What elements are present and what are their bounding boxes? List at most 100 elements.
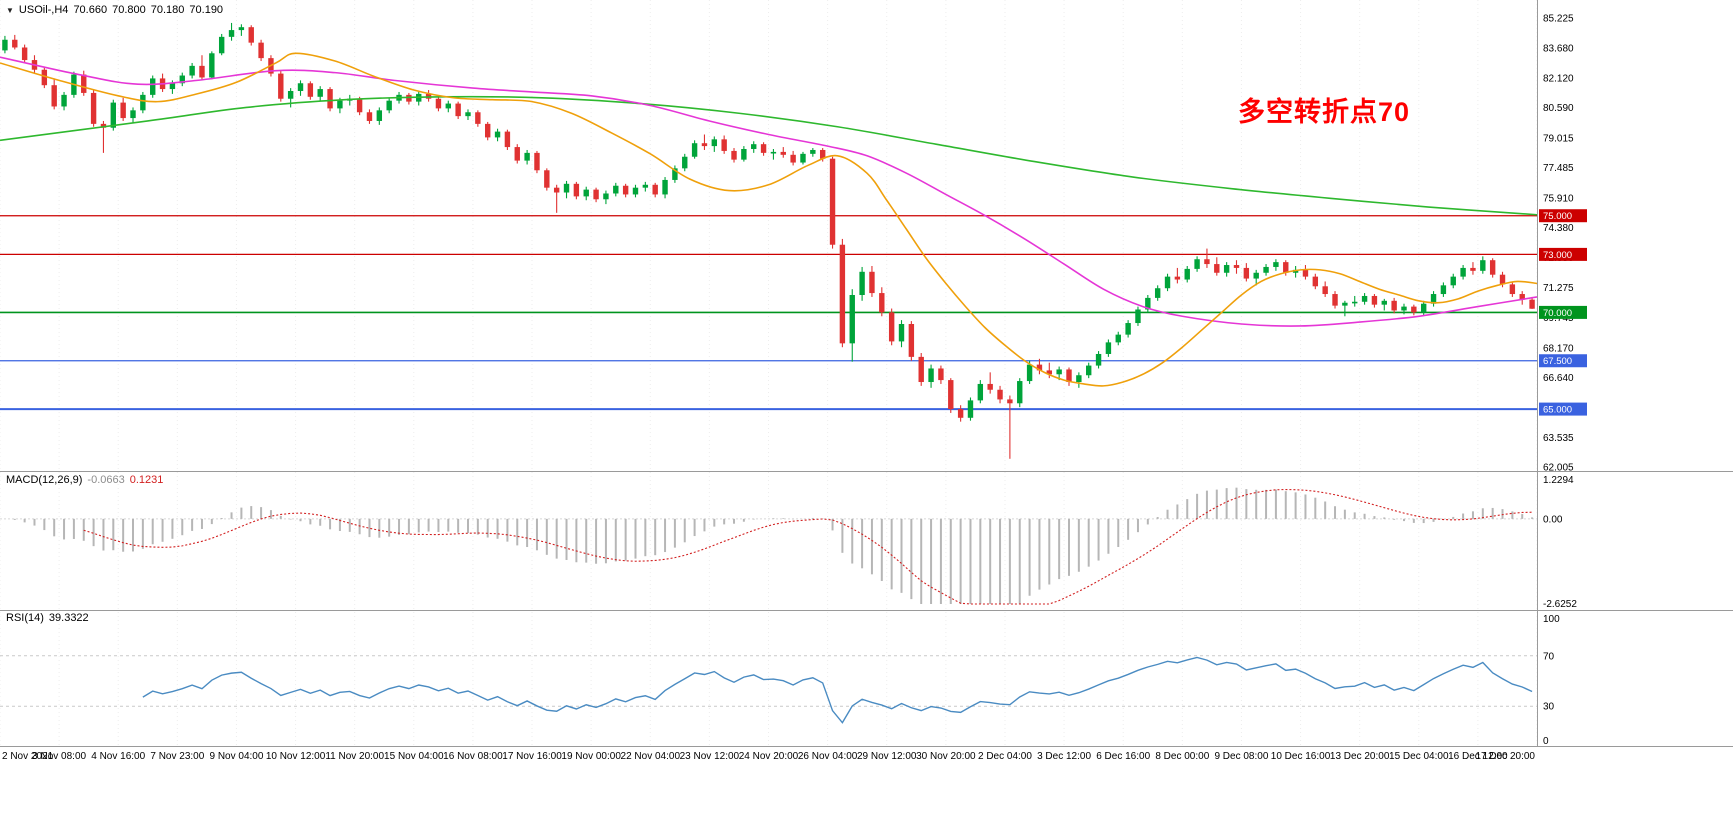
candle-body — [406, 94, 412, 102]
candle-body — [1056, 369, 1062, 375]
candle-body — [1036, 364, 1043, 371]
price-axis-label: 75.910 — [1543, 194, 1574, 205]
candle-body — [21, 47, 28, 61]
price-axis-label: 79.015 — [1543, 134, 1574, 145]
candle-body — [1499, 274, 1506, 285]
candles-layer[interactable] — [2, 22, 1535, 459]
candle-body — [1017, 381, 1023, 404]
candle-body — [770, 151, 777, 154]
candle-body — [218, 36, 225, 54]
time-axis-label: 9 Dec 08:00 — [1214, 751, 1268, 762]
candle-body — [465, 112, 471, 117]
candle-body — [1184, 268, 1190, 280]
candle-body — [967, 400, 974, 418]
candle-body — [563, 183, 570, 193]
candle-body — [1105, 342, 1112, 354]
candle-body — [61, 94, 67, 107]
candle-body — [869, 271, 875, 294]
candle-body — [455, 103, 461, 117]
candle-body — [1125, 323, 1131, 335]
candle-body — [81, 74, 87, 93]
macd-header: MACD(12,26,9) -0.0663 0.1231 — [6, 474, 168, 486]
macd-signal-value: 0.1231 — [129, 474, 164, 486]
time-axis-label: 17 Nov 16:00 — [502, 751, 562, 762]
candle-body — [1302, 269, 1309, 277]
candle-body — [366, 112, 373, 121]
rsi-axis-label: 100 — [1543, 614, 1560, 625]
candle-body — [356, 98, 363, 113]
rsi-axis-label: 0 — [1543, 736, 1549, 747]
macd-axis: 1.2294 0.00 -2.6252 — [1543, 475, 1577, 610]
candle-body — [1440, 285, 1447, 295]
price-axis[interactable]: 85.225 83.680 82.120 80.590 79.015 77.485 75.9… — [1539, 14, 1587, 474]
candle-body — [1361, 295, 1368, 302]
candle-body — [228, 30, 235, 37]
time-axis-label: 15 Nov 04:00 — [384, 751, 444, 762]
candle-body — [859, 271, 865, 295]
time-axis-label: 3 Nov 08:00 — [32, 751, 86, 762]
candle-body — [1470, 267, 1476, 271]
time-axis-label: 22 Nov 04:00 — [621, 751, 681, 762]
candle-body — [278, 73, 284, 99]
price-badge-75.000 — [1539, 209, 1587, 223]
symbol-period-label: USOil-,H4 — [18, 4, 69, 16]
candle-body — [90, 92, 97, 124]
candle-body — [435, 98, 442, 109]
rsi-axis-label: 30 — [1543, 702, 1555, 713]
macd-label: MACD(12,26,9) — [6, 474, 83, 486]
price-axis-label: 63.535 — [1543, 433, 1574, 444]
candle-body — [169, 83, 176, 90]
candle-body — [957, 409, 964, 418]
candle-body — [209, 53, 215, 78]
candle-body — [810, 149, 816, 154]
candle-body — [1145, 297, 1151, 310]
candle-body — [514, 147, 520, 161]
symbol-dropdown-icon[interactable]: ▼ — [6, 6, 14, 15]
time-axis-label: 29 Nov 12:00 — [857, 751, 917, 762]
candle-body — [1450, 276, 1456, 286]
candle-body — [701, 143, 708, 147]
candle-body — [790, 154, 796, 163]
candle-body — [297, 83, 304, 91]
price-badge-70.000 — [1539, 305, 1587, 319]
candle-body — [1460, 267, 1466, 277]
candle-body — [524, 152, 530, 161]
candle-body — [534, 152, 540, 171]
rsi-header: RSI(14) 39.3322 — [6, 612, 94, 624]
annotation-text[interactable]: 多空转折点70 — [1238, 97, 1411, 127]
candle-body — [1283, 262, 1289, 273]
candle-body — [189, 65, 195, 76]
time-axis-label: 30 Nov 20:00 — [916, 751, 976, 762]
candle-body — [553, 187, 560, 193]
price-badge-label: 67.500 — [1543, 356, 1572, 367]
candle-body — [800, 153, 806, 163]
chart-canvas[interactable]: 85.225 83.680 82.120 80.590 79.015 77.485 75.9… — [0, 0, 1733, 766]
candle-body — [613, 185, 619, 194]
price-badge-label: 73.000 — [1543, 250, 1572, 261]
price-badge-67.500 — [1539, 354, 1587, 368]
macd-signal-line — [83, 488, 1533, 605]
candle-body — [445, 103, 451, 109]
candle-body — [1204, 259, 1210, 265]
price-axis-label: 74.380 — [1543, 223, 1574, 234]
time-axis-label: 13 Dec 20:00 — [1330, 751, 1390, 762]
candle-body — [287, 90, 294, 99]
candle-body — [731, 150, 737, 160]
rsi-label: RSI(14) — [6, 612, 44, 624]
candle-body — [1223, 265, 1230, 273]
price-axis-label: 62.005 — [1543, 463, 1574, 474]
candle-body — [1411, 306, 1417, 313]
candle-body — [997, 389, 1003, 400]
quote-low: 70.180 — [150, 4, 185, 16]
rsi-pane[interactable] — [0, 655, 1537, 724]
candle-body — [327, 89, 333, 109]
candle-body — [317, 89, 323, 97]
time-axis-label: 17 Dec 20:00 — [1476, 751, 1536, 762]
candle-body — [130, 110, 136, 119]
candle-body — [1312, 276, 1319, 287]
candle-body — [1332, 294, 1338, 306]
macd-pane[interactable] — [0, 487, 1537, 605]
candle-body — [1519, 294, 1525, 300]
